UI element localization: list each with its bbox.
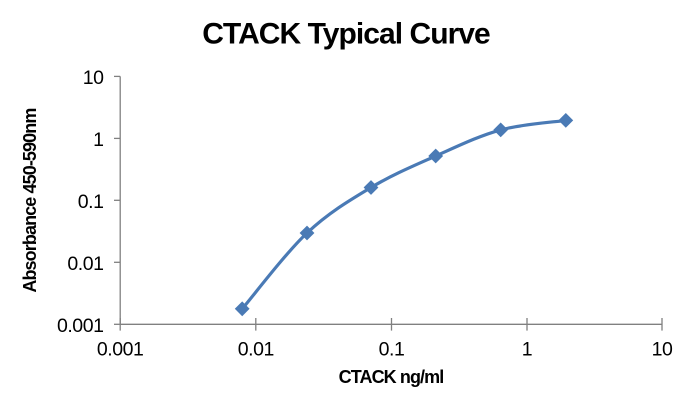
svg-text:10: 10 <box>83 67 104 89</box>
svg-text:CTACK Typical Curve: CTACK Typical Curve <box>202 18 490 51</box>
svg-text:0.1: 0.1 <box>78 191 104 213</box>
svg-text:0.01: 0.01 <box>238 338 274 360</box>
svg-text:1: 1 <box>93 129 103 151</box>
svg-text:CTACK ng/ml: CTACK ng/ml <box>339 367 444 387</box>
svg-text:0.001: 0.001 <box>57 315 104 337</box>
svg-text:10: 10 <box>652 338 673 360</box>
svg-text:0.001: 0.001 <box>97 338 144 360</box>
svg-text:Absorbance 450-590nm: Absorbance 450-590nm <box>20 109 40 293</box>
svg-text:0.1: 0.1 <box>379 338 405 360</box>
svg-text:1: 1 <box>522 338 532 360</box>
svg-text:0.01: 0.01 <box>67 253 103 275</box>
